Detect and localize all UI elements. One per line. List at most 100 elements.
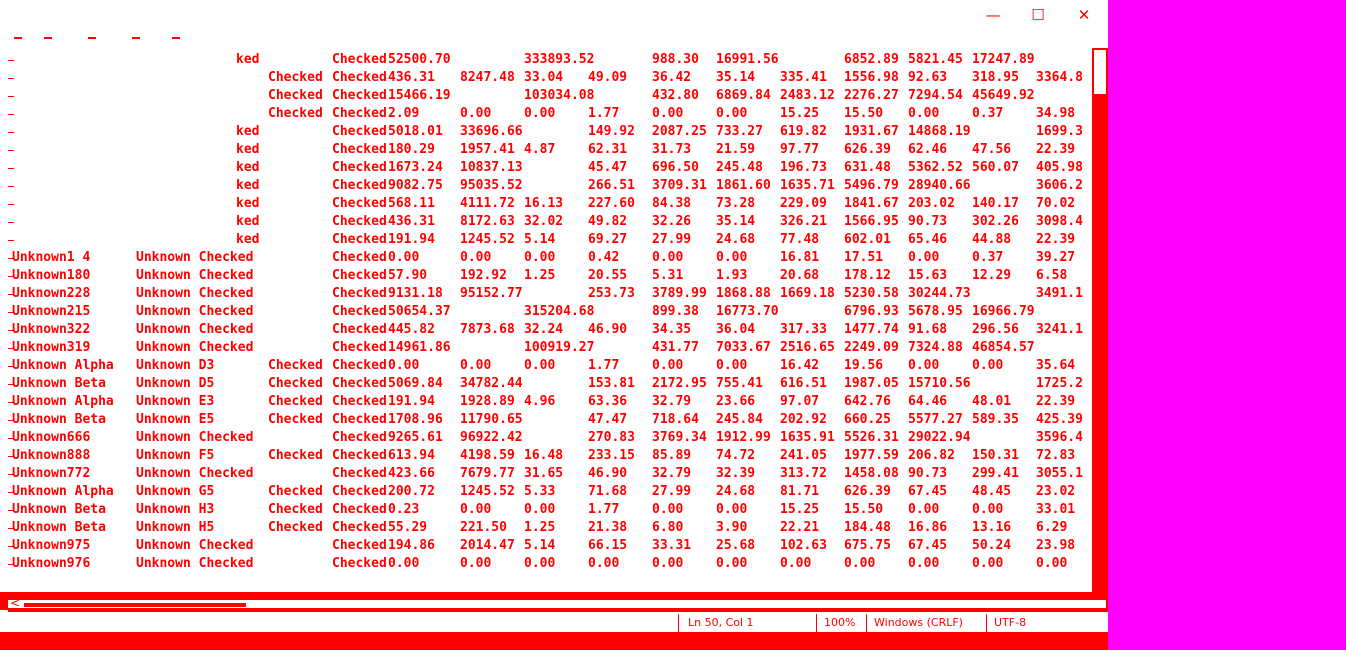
text-cell: 675.75: [844, 538, 891, 553]
text-cell: ked: [236, 142, 260, 157]
vertical-scroll-thumb[interactable]: [1094, 50, 1106, 94]
text-cell: 0.00: [524, 502, 556, 517]
line-marker: [8, 348, 14, 349]
title-bar[interactable]: — ☐ ✕: [0, 0, 1108, 30]
text-cell: 0.00: [652, 502, 684, 517]
text-cell: 423.66: [388, 466, 435, 481]
text-cell: Unknown E3: [136, 394, 215, 409]
line-marker: [8, 528, 14, 529]
line-marker: [8, 546, 14, 547]
text-cell: Checked: [332, 502, 387, 517]
text-cell: 1912.99: [716, 430, 771, 445]
text-cell: 15.50: [844, 502, 884, 517]
text-cell: 55.29: [388, 520, 428, 535]
text-cell: Unknown215: [12, 304, 91, 319]
text-cell: 302.26: [972, 214, 1019, 229]
text-cell: 0.00: [524, 358, 556, 373]
line-marker: [8, 330, 14, 331]
line-marker: [8, 510, 14, 511]
text-line: Unknown180 Unknown Checked Checked 57.90 192…: [8, 267, 1090, 285]
text-cell: Unknown Checked: [136, 286, 254, 301]
text-cell: Unknown888: [12, 448, 91, 463]
menu-item-format[interactable]: [88, 34, 96, 39]
text-cell: 3241.1: [1036, 322, 1083, 337]
text-cell: 0.00: [652, 358, 684, 373]
text-cell: Unknown322: [12, 322, 91, 337]
menu-item-file[interactable]: [14, 34, 22, 39]
text-cell: 206.82: [908, 448, 955, 463]
vertical-scroll-track[interactable]: [1092, 48, 1108, 592]
text-cell: 245.84: [716, 412, 763, 427]
text-cell: 0.00: [972, 556, 1004, 571]
text-cell: 296.56: [972, 322, 1019, 337]
text-cell: 253.73: [588, 286, 635, 301]
text-cell: Checked: [268, 88, 323, 103]
text-cell: 21.59: [716, 142, 756, 157]
text-cell: 62.46: [908, 142, 948, 157]
close-button[interactable]: ✕: [1061, 0, 1107, 30]
menu-item-edit[interactable]: [44, 34, 52, 39]
minimize-button[interactable]: —: [970, 0, 1016, 30]
text-cell: 91.68: [908, 322, 948, 337]
text-cell: 16.86: [908, 520, 948, 535]
text-cell: 313.72: [780, 466, 827, 481]
text-cell: 5.14: [524, 538, 556, 553]
text-cell: 317.33: [780, 322, 827, 337]
text-cell: 32.24: [524, 322, 564, 337]
text-editor-area[interactable]: ked Checked 52500.70 333893.52 988.30 16991.5…: [8, 48, 1090, 592]
line-marker: [8, 258, 14, 259]
text-cell: 16.48: [524, 448, 564, 463]
text-cell: Unknown Checked: [136, 466, 254, 481]
text-line: Unknown215 Unknown Checked Checked 50654.37…: [8, 303, 1090, 321]
text-cell: 71.68: [588, 484, 628, 499]
horizontal-scrollbar[interactable]: <: [0, 592, 1108, 610]
text-cell: 2483.12: [780, 88, 835, 103]
text-cell: 46.90: [588, 322, 628, 337]
maximize-button[interactable]: ☐: [1015, 0, 1061, 30]
text-cell: 4111.72: [460, 196, 515, 211]
text-cell: 7033.67: [716, 340, 771, 355]
text-cell: 1556.98: [844, 70, 899, 85]
menu-item-help[interactable]: [172, 34, 180, 39]
text-cell: 5018.01: [388, 124, 443, 139]
menu-bar: [0, 30, 1090, 48]
line-marker: [8, 78, 14, 79]
text-cell: 0.00: [388, 556, 420, 571]
text-cell: 2249.09: [844, 340, 899, 355]
line-marker: [8, 150, 14, 151]
horizontal-scroll-thumb[interactable]: [24, 603, 246, 607]
text-line: ked Checked 1673.24 10837.13 45.47 696.50 245.…: [8, 159, 1090, 177]
text-line: Unknown975 Unknown Checked Checked 194.86 20…: [8, 537, 1090, 555]
text-cell: 22.39: [1036, 142, 1076, 157]
text-cell: Checked: [268, 412, 323, 427]
text-cell: 153.81: [588, 376, 635, 391]
text-cell: 432.80: [652, 88, 699, 103]
text-cell: 49.09: [588, 70, 628, 85]
text-cell: 1566.95: [844, 214, 899, 229]
text-cell: 64.46: [908, 394, 948, 409]
text-cell: 44.88: [972, 232, 1012, 247]
horizontal-scroll-track[interactable]: [8, 600, 1106, 608]
text-cell: 17247.89: [972, 52, 1035, 67]
text-line: Unknown Alpha Unknown G5 Checked Checked 200…: [8, 483, 1090, 501]
text-cell: 3596.4: [1036, 430, 1083, 445]
text-cell: 5362.52: [908, 160, 963, 175]
text-cell: Unknown180: [12, 268, 91, 283]
text-cell: Checked: [332, 124, 387, 139]
vertical-scrollbar[interactable]: [1090, 48, 1108, 592]
text-cell: Checked: [332, 232, 387, 247]
text-cell: 15.63: [908, 268, 948, 283]
text-cell: 0.00: [716, 250, 748, 265]
scroll-left-icon[interactable]: <: [10, 596, 21, 610]
text-cell: 73.28: [716, 196, 756, 211]
line-marker: [8, 186, 14, 187]
text-cell: 46.90: [588, 466, 628, 481]
text-cell: 3709.31: [652, 178, 707, 193]
text-cell: 0.00: [388, 250, 420, 265]
text-cell: Checked: [332, 520, 387, 535]
text-cell: 27.99: [652, 484, 692, 499]
text-cell: 1861.60: [716, 178, 771, 193]
menu-item-view[interactable]: [132, 34, 140, 39]
text-cell: 72.83: [1036, 448, 1076, 463]
text-cell: 47.56: [972, 142, 1012, 157]
